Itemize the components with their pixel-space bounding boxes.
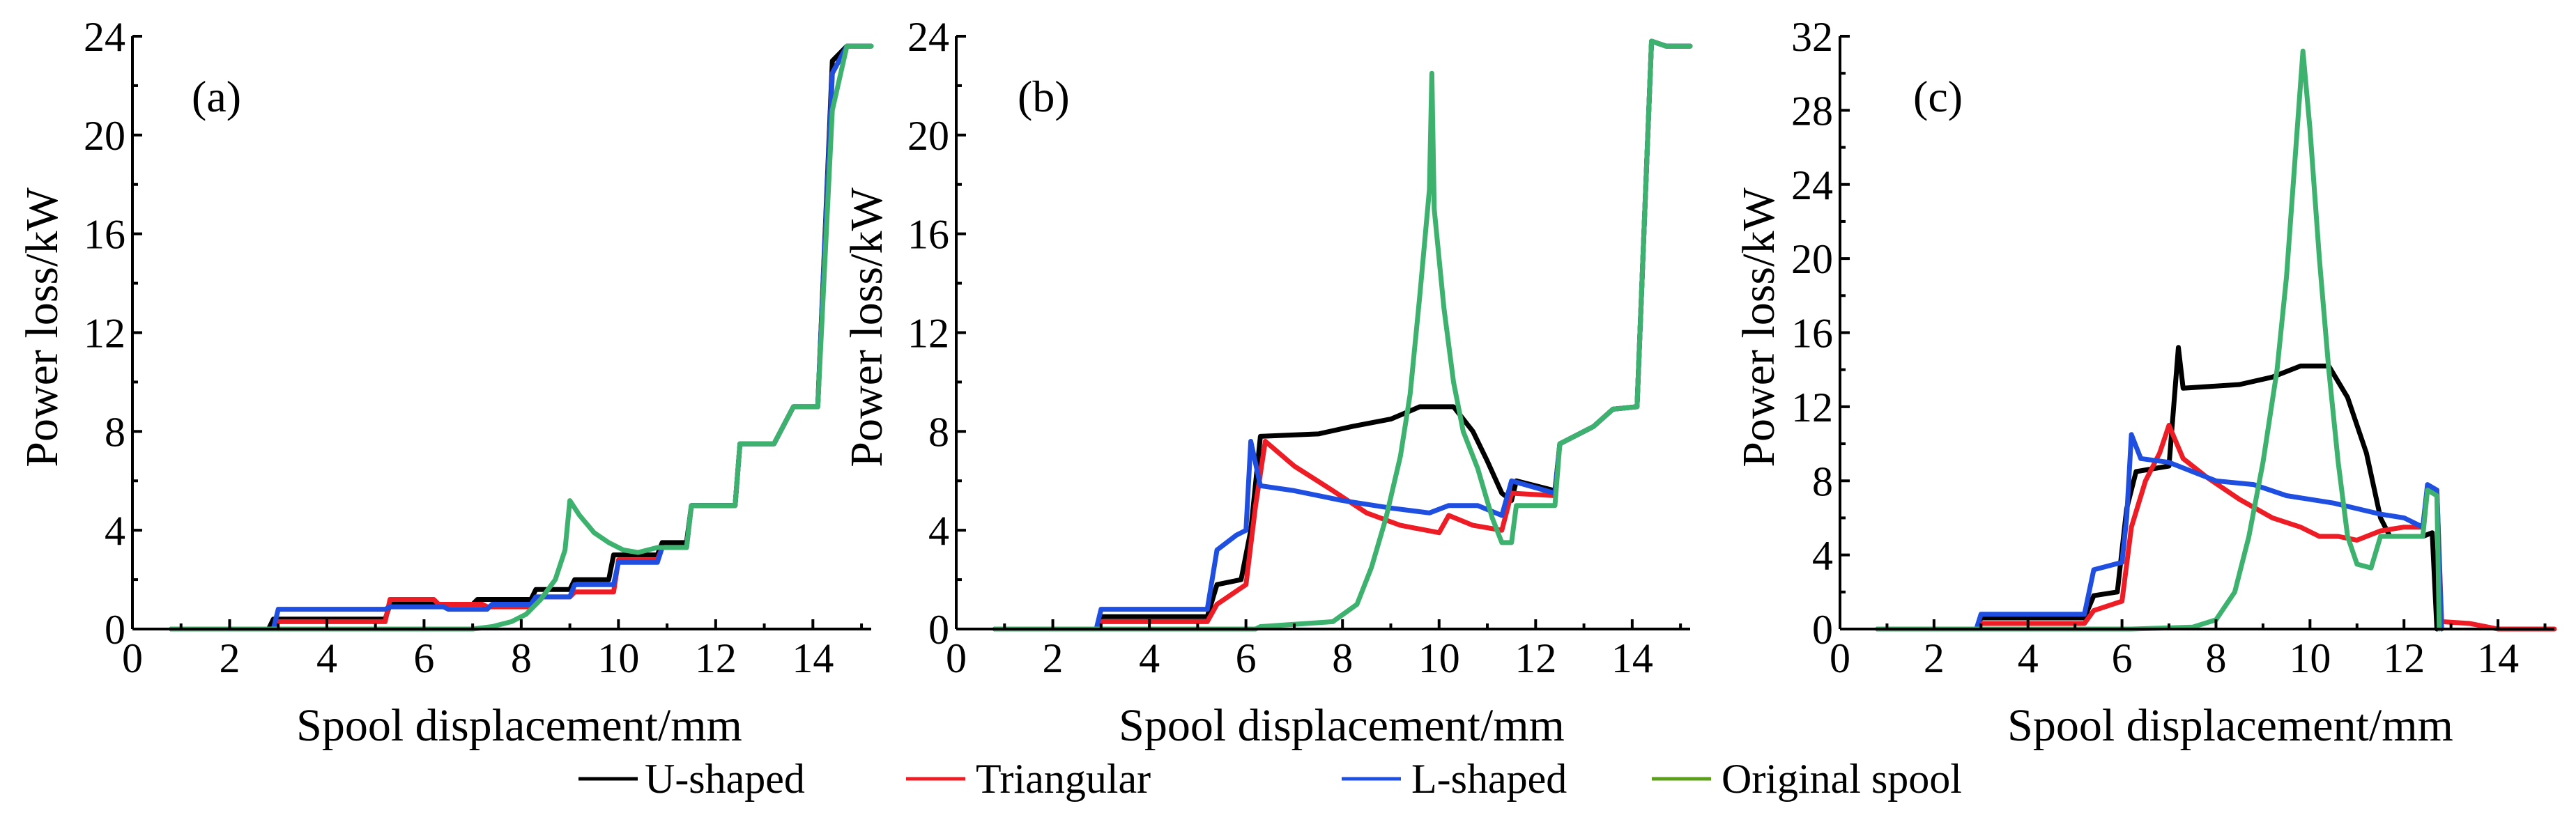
panel-b-y-tick-label: 0	[928, 607, 949, 653]
panel-a-x-tick-label: 0	[122, 635, 143, 681]
panel-c-y-tick-label: 24	[1791, 162, 1833, 208]
panel-b-y-tick-label: 12	[907, 311, 949, 357]
panel-a-y-tick-label: 24	[84, 14, 125, 60]
panel-b-y-tick-label: 8	[928, 409, 949, 455]
panel-b-x-tick-label: 12	[1515, 635, 1556, 681]
panel-a-y-tick-label: 0	[105, 607, 125, 653]
panel-b-x-tick-label: 10	[1418, 635, 1460, 681]
legend-label-triangular: Triangular	[976, 756, 1151, 802]
panel-c-y-tick-label: 0	[1812, 607, 1833, 653]
panel-a-x-tick-label: 12	[695, 635, 737, 681]
panel-c-x-tick-label: 14	[2477, 635, 2519, 681]
panel-c-x-tick-label: 4	[2018, 635, 2039, 681]
panel-a-series-l-shaped	[169, 43, 874, 632]
panel-c-y-tick-label: 28	[1791, 88, 1833, 134]
panel-b-xlabel: Spool displacement/mm	[1119, 700, 1565, 751]
panel-b-series-l-shaped	[992, 38, 1693, 632]
panel-a-y-tick-label: 4	[105, 508, 125, 554]
panel-b-x-tick-label: 14	[1611, 635, 1653, 681]
panel-a-x-tick-label: 14	[792, 635, 834, 681]
panel-c-ylabel: Power loss/kW	[1733, 187, 1784, 467]
panel-c-x-tick-label: 6	[2112, 635, 2133, 681]
panel-b-y-tick-label: 16	[907, 212, 949, 258]
panel-a-x-tick-label: 8	[511, 635, 532, 681]
panel-c-y-tick-label: 16	[1791, 311, 1833, 357]
panel-b-y-tick-label: 4	[928, 508, 949, 554]
panel-c-y-tick-label: 20	[1791, 236, 1833, 282]
panel-b-series-u-shaped	[992, 38, 1693, 632]
panel-b-ylabel: Power loss/kW	[841, 187, 892, 467]
panel-a-series-original	[169, 43, 874, 632]
panel-a-x-tick-label: 2	[219, 635, 240, 681]
panel-c-series-triangular	[1875, 423, 2557, 632]
panel-c-x-tick-label: 8	[2205, 635, 2226, 681]
panel-a-series-triangular	[169, 43, 874, 632]
panel-c-series-u-shaped	[1875, 345, 2439, 632]
panel-b-x-tick-label: 8	[1332, 635, 1353, 681]
panel-c-label: (c)	[1913, 72, 1963, 121]
panel-b-y-tick-label: 24	[907, 14, 949, 60]
legend-label-u-shaped: U-shaped	[645, 756, 805, 802]
panel-b-series-triangular	[992, 38, 1693, 632]
panel-a-x-tick-label: 10	[597, 635, 639, 681]
panel-a-y-tick-label: 8	[105, 409, 125, 455]
panel-c-x-tick-label: 0	[1830, 635, 1850, 681]
panel-b-x-tick-label: 6	[1236, 635, 1257, 681]
panel-b-x-tick-label: 0	[946, 635, 967, 681]
panel-b-y-tick-label: 20	[907, 113, 949, 159]
panel-a-x-tick-label: 4	[316, 635, 337, 681]
legend: U-shaped Triangular L-shaped Original sp…	[578, 756, 1962, 802]
panel-c-series-original	[1875, 48, 2442, 632]
panel-c-x-tick-label: 10	[2289, 635, 2331, 681]
panel-c-x-tick-label: 12	[2383, 635, 2425, 681]
panel-c-xlabel: Spool displacement/mm	[2007, 700, 2453, 751]
panel-a-series-u-shaped	[169, 43, 874, 632]
legend-label-original-spool: Original spool	[1722, 756, 1962, 802]
panel-a-xlabel: Spool displacement/mm	[296, 700, 742, 751]
panel-c-y-tick-label: 32	[1791, 14, 1833, 60]
panel-a-y-tick-label: 16	[84, 212, 125, 258]
legend-label-l-shaped: L-shaped	[1411, 756, 1567, 802]
panel-a-y-tick-label: 12	[84, 311, 125, 357]
panel-b-series-original	[992, 38, 1693, 632]
panel-c-y-tick-label: 4	[1812, 533, 1833, 579]
panel-a-x-tick-label: 6	[413, 635, 434, 681]
panel-c-y-tick-label: 12	[1791, 385, 1833, 431]
panel-c-y-tick-label: 8	[1812, 458, 1833, 504]
panel-b-label: (b)	[1018, 72, 1070, 121]
panel-c-series-l-shaped	[1875, 432, 2444, 632]
panel-b-x-tick-label: 2	[1043, 635, 1064, 681]
panel-a-label: (a)	[192, 72, 241, 121]
panel-c-x-tick-label: 2	[1924, 635, 1945, 681]
panel-a-ylabel: Power loss/kW	[17, 187, 68, 467]
panel-a-y-tick-label: 20	[84, 113, 125, 159]
panel-b-x-tick-label: 4	[1139, 635, 1160, 681]
